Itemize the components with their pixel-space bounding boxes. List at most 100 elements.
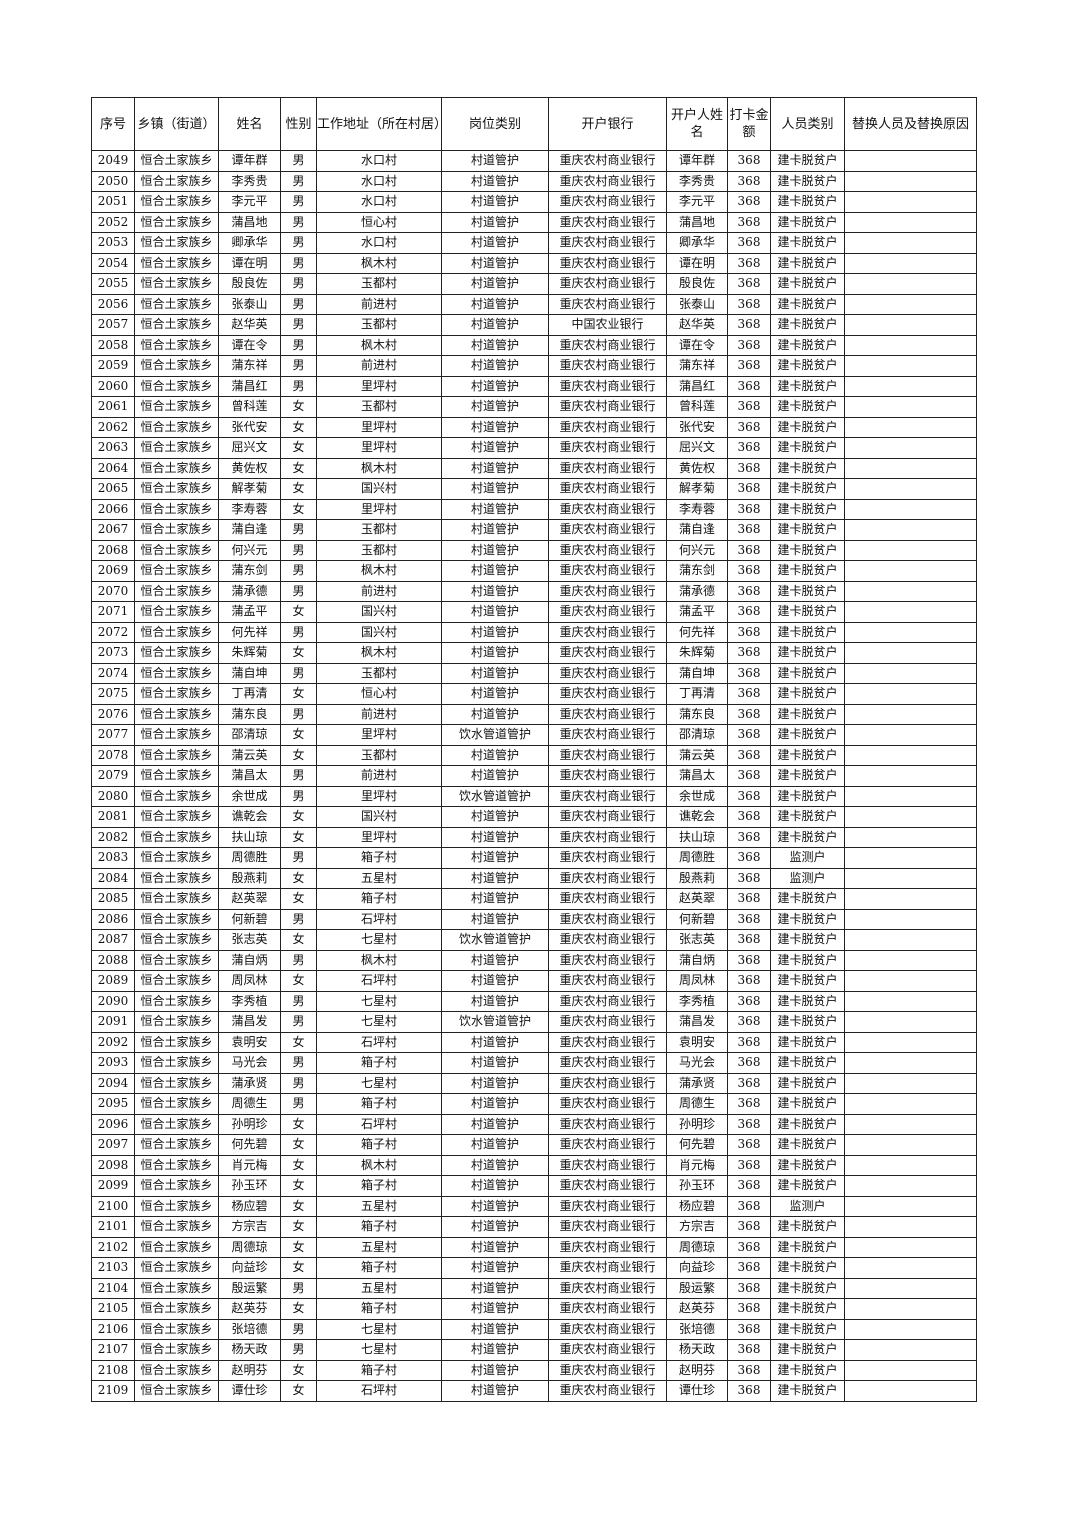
cell-township: 恒合土家族乡 <box>134 683 219 705</box>
cell-bank: 重庆农村商业银行 <box>548 990 667 1012</box>
cell-serial-no: 2077 <box>91 724 135 746</box>
table-row: 2083 恒合土家族乡 周德胜男箱子村 村道管护 重庆农村商业银行 周德胜 368 监测户 <box>91 847 977 869</box>
table-row: 2068 恒合土家族乡 何兴元男玉都村 村道管护 重庆农村商业银行 何兴元 368 建卡脱贫户 <box>91 539 977 561</box>
cell-gender: 男 <box>280 1052 317 1074</box>
cell-gender: 女 <box>280 642 317 664</box>
cell-account-holder: 张代安 <box>666 416 728 438</box>
cell-name: 张培德 <box>218 1318 281 1340</box>
cell-serial-no: 2084 <box>91 867 135 889</box>
cell-amount: 368 <box>727 970 771 992</box>
cell-serial-no: 2083 <box>91 847 135 869</box>
cell-work-address: 七星村 <box>316 990 442 1012</box>
cell-job-category: 村道管护 <box>441 498 549 520</box>
cell-person-category: 建卡脱贫户 <box>770 1339 845 1361</box>
cell-name: 解孝菊 <box>218 478 281 500</box>
cell-township: 恒合土家族乡 <box>134 929 219 951</box>
cell-name: 蒲东剑 <box>218 560 281 582</box>
cell-township: 恒合土家族乡 <box>134 1113 219 1135</box>
table-row: 2075 恒合土家族乡 丁再清女恒心村 村道管护 重庆农村商业银行 丁再清 368 建卡脱贫户 <box>91 683 977 705</box>
cell-replacement-reason <box>844 1359 977 1381</box>
header-person-category: 人员类别 <box>770 97 845 151</box>
cell-person-category: 建卡脱贫户 <box>770 252 845 274</box>
cell-amount: 368 <box>727 990 771 1012</box>
table-row: 2102 恒合土家族乡 周德琼女五星村 村道管护 重庆农村商业银行 周德琼 368 建卡脱贫户 <box>91 1236 977 1258</box>
table-row: 2074 恒合土家族乡 蒲自坤男玉都村 村道管护 重庆农村商业银行 蒲自坤 368 建卡脱贫户 <box>91 662 977 684</box>
cell-township: 恒合土家族乡 <box>134 703 219 725</box>
cell-township: 恒合土家族乡 <box>134 888 219 910</box>
cell-work-address: 七星村 <box>316 1339 442 1361</box>
cell-serial-no: 2051 <box>91 191 135 213</box>
cell-person-category: 建卡脱贫户 <box>770 744 845 766</box>
cell-amount: 368 <box>727 539 771 561</box>
cell-amount: 368 <box>727 1031 771 1053</box>
cell-work-address: 箱子村 <box>316 847 442 869</box>
cell-bank: 重庆农村商业银行 <box>548 1052 667 1074</box>
cell-account-holder: 赵英芬 <box>666 1298 728 1320</box>
cell-account-holder: 丁再清 <box>666 683 728 705</box>
cell-work-address: 玉都村 <box>316 519 442 541</box>
cell-person-category: 建卡脱贫户 <box>770 1380 845 1402</box>
cell-amount: 368 <box>727 560 771 582</box>
cell-township: 恒合土家族乡 <box>134 416 219 438</box>
cell-person-category: 监测户 <box>770 847 845 869</box>
cell-township: 恒合土家族乡 <box>134 396 219 418</box>
header-township: 乡镇（街道） <box>134 97 219 151</box>
table-row: 2065 恒合土家族乡 解孝菊女国兴村 村道管护 重庆农村商业银行 解孝菊 368 建卡脱贫户 <box>91 478 977 500</box>
cell-account-holder: 张培德 <box>666 1318 728 1340</box>
cell-bank: 重庆农村商业银行 <box>548 601 667 623</box>
table-row: 2090 恒合土家族乡 李秀植男七星村 村道管护 重庆农村商业银行 李秀植 368 建卡脱贫户 <box>91 990 977 1012</box>
cell-account-holder: 李秀植 <box>666 990 728 1012</box>
cell-job-category: 村道管护 <box>441 970 549 992</box>
cell-serial-no: 2049 <box>91 150 135 172</box>
cell-job-category: 饮水管道管护 <box>441 929 549 951</box>
cell-township: 恒合土家族乡 <box>134 580 219 602</box>
cell-job-category: 村道管护 <box>441 191 549 213</box>
cell-account-holder: 张泰山 <box>666 293 728 315</box>
cell-amount: 368 <box>727 314 771 336</box>
cell-replacement-reason <box>844 519 977 541</box>
cell-job-category: 村道管护 <box>441 314 549 336</box>
cell-work-address: 五星村 <box>316 1236 442 1258</box>
cell-gender: 男 <box>280 990 317 1012</box>
cell-job-category: 村道管护 <box>441 1216 549 1238</box>
cell-account-holder: 殷运繁 <box>666 1277 728 1299</box>
cell-gender: 女 <box>280 1257 317 1279</box>
cell-township: 恒合土家族乡 <box>134 744 219 766</box>
cell-amount: 368 <box>727 1339 771 1361</box>
cell-work-address: 恒心村 <box>316 683 442 705</box>
table-row: 2077 恒合土家族乡 邵清琼女里坪村 饮水管道管护 重庆农村商业银行 邵清琼 368 建卡脱… <box>91 724 977 746</box>
table-row: 2108 恒合土家族乡 赵明芬女箱子村 村道管护 重庆农村商业银行 赵明芬 368 建卡脱贫户 <box>91 1359 977 1381</box>
cell-township: 恒合土家族乡 <box>134 232 219 254</box>
cell-amount: 368 <box>727 293 771 315</box>
cell-amount: 368 <box>727 1175 771 1197</box>
cell-replacement-reason <box>844 744 977 766</box>
cell-job-category: 村道管护 <box>441 1113 549 1135</box>
table-row: 2064 恒合土家族乡 黄佐权女枫木村 村道管护 重庆农村商业银行 黄佐权 368 建卡脱贫户 <box>91 457 977 479</box>
cell-gender: 男 <box>280 560 317 582</box>
cell-job-category: 村道管护 <box>441 867 549 889</box>
table-row: 2073 恒合土家族乡 朱辉菊女枫木村 村道管护 重庆农村商业银行 朱辉菊 368 建卡脱贫户 <box>91 642 977 664</box>
cell-work-address: 五星村 <box>316 1195 442 1217</box>
cell-work-address: 水口村 <box>316 150 442 172</box>
cell-job-category: 村道管护 <box>441 1277 549 1299</box>
cell-bank: 重庆农村商业银行 <box>548 662 667 684</box>
cell-replacement-reason <box>844 703 977 725</box>
table-row: 2099 恒合土家族乡 孙玉环女箱子村 村道管护 重庆农村商业银行 孙玉环 368 建卡脱贫户 <box>91 1175 977 1197</box>
cell-replacement-reason <box>844 457 977 479</box>
cell-work-address: 前进村 <box>316 580 442 602</box>
cell-account-holder: 何先祥 <box>666 621 728 643</box>
cell-township: 恒合土家族乡 <box>134 334 219 356</box>
cell-job-category: 村道管护 <box>441 949 549 971</box>
cell-bank: 重庆农村商业银行 <box>548 539 667 561</box>
cell-replacement-reason <box>844 765 977 787</box>
cell-replacement-reason <box>844 355 977 377</box>
cell-work-address: 枫木村 <box>316 457 442 479</box>
cell-replacement-reason <box>844 642 977 664</box>
cell-replacement-reason <box>844 683 977 705</box>
cell-amount: 368 <box>727 601 771 623</box>
cell-work-address: 枫木村 <box>316 252 442 274</box>
cell-job-category: 村道管护 <box>441 642 549 664</box>
cell-bank: 重庆农村商业银行 <box>548 949 667 971</box>
cell-replacement-reason <box>844 1072 977 1094</box>
cell-account-holder: 朱辉菊 <box>666 642 728 664</box>
